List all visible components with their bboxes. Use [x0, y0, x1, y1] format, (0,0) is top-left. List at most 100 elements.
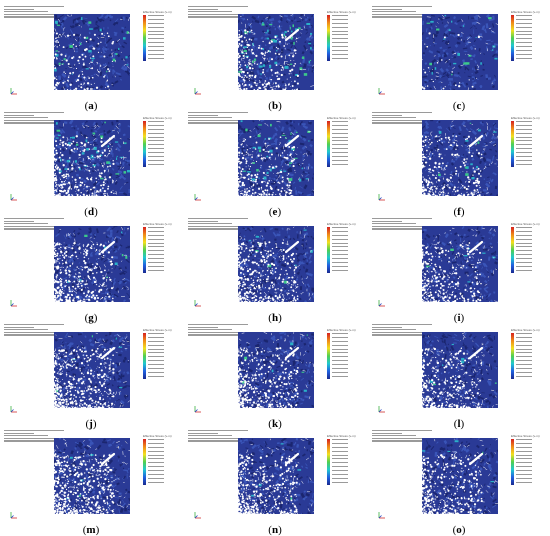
colorbar-tick-labels — [148, 121, 164, 168]
figure-panel-b: Effective Stress (v-m) (b) — [186, 6, 364, 112]
legend-title: Effective Stress (v-m) — [143, 434, 172, 438]
panel-caption: (n) — [268, 524, 282, 536]
panel-caption-letter: f — [457, 206, 461, 218]
panel-header-text — [188, 6, 258, 19]
colorbar — [327, 333, 330, 379]
colorbar — [511, 333, 514, 379]
axis-triad-icon — [194, 188, 202, 201]
panel-header-text — [372, 324, 442, 337]
panel-header-text — [372, 112, 442, 125]
axis-triad-icon — [194, 506, 202, 519]
legend-title: Effective Stress (v-m) — [327, 10, 356, 14]
panel-header-text — [188, 218, 258, 231]
panel-header-text — [4, 218, 74, 231]
panel-caption: (h) — [268, 312, 282, 324]
panel-caption: (l) — [453, 418, 465, 430]
panel-caption: (e) — [268, 206, 282, 218]
panel-caption: (c) — [452, 100, 466, 112]
panel-caption-letter: d — [87, 206, 95, 218]
axis-triad-icon — [378, 400, 386, 413]
panel-header-text — [4, 324, 74, 337]
panel-caption-letter: n — [271, 524, 279, 536]
colorbar — [143, 227, 146, 273]
panel-caption: (k) — [268, 418, 282, 430]
axis-triad-icon — [378, 82, 386, 95]
panel-caption: (m) — [82, 524, 100, 536]
axis-triad-icon — [194, 82, 202, 95]
figure-panel-o: Effective Stress (v-m) (o) — [370, 430, 548, 536]
color-legend: Effective Stress (v-m) — [327, 328, 363, 380]
colorbar-tick-labels — [332, 227, 348, 274]
panel-caption-letter: i — [457, 312, 461, 324]
panel-caption-letter: h — [271, 312, 279, 324]
stress-field-plot — [54, 226, 130, 302]
legend-title: Effective Stress (v-m) — [511, 434, 540, 438]
stress-field-plot — [422, 14, 498, 90]
color-legend: Effective Stress (v-m) — [143, 328, 179, 380]
panel-caption: (j) — [85, 418, 97, 430]
colorbar — [143, 333, 146, 379]
panel-header-text — [372, 6, 442, 19]
panel-caption-letter: k — [271, 418, 279, 430]
stress-field-plot — [54, 120, 130, 196]
colorbar-tick-labels — [332, 15, 348, 62]
axis-triad-icon — [378, 506, 386, 519]
axis-triad-icon — [10, 188, 18, 201]
legend-title: Effective Stress (v-m) — [143, 116, 172, 120]
panel-caption: (a) — [84, 100, 98, 112]
legend-title: Effective Stress (v-m) — [327, 328, 356, 332]
legend-title: Effective Stress (v-m) — [143, 222, 172, 226]
panel-caption: (d) — [84, 206, 98, 218]
color-legend: Effective Stress (v-m) — [143, 222, 179, 274]
panel-caption: (b) — [268, 100, 282, 112]
colorbar — [511, 15, 514, 61]
axis-triad-icon — [10, 506, 18, 519]
figure-panel-l: Effective Stress (v-m) (l) — [370, 324, 548, 430]
figure-panel-d: Effective Stress (v-m) (d) — [2, 112, 180, 218]
panel-caption: (g) — [84, 312, 98, 324]
panel-caption-letter: e — [272, 206, 278, 218]
figure-panel-a: Effective Stress (v-m) (a) — [2, 6, 180, 112]
colorbar — [511, 439, 514, 485]
panel-header-text — [188, 112, 258, 125]
stress-field-plot — [238, 226, 314, 302]
color-legend: Effective Stress (v-m) — [327, 10, 363, 62]
colorbar-tick-labels — [516, 121, 532, 168]
colorbar — [511, 227, 514, 273]
panel-header-text — [372, 218, 442, 231]
panel-header-text — [4, 430, 74, 443]
figure-panel-c: Effective Stress (v-m) (c) — [370, 6, 548, 112]
axis-triad-icon — [10, 400, 18, 413]
color-legend: Effective Stress (v-m) — [511, 328, 547, 380]
colorbar-tick-labels — [516, 15, 532, 62]
color-legend: Effective Stress (v-m) — [143, 10, 179, 62]
color-legend: Effective Stress (v-m) — [327, 116, 363, 168]
legend-title: Effective Stress (v-m) — [511, 10, 540, 14]
legend-title: Effective Stress (v-m) — [143, 10, 172, 14]
colorbar-tick-labels — [516, 439, 532, 486]
colorbar — [143, 121, 146, 167]
panel-caption-letter: o — [456, 524, 462, 536]
stress-field-plot — [238, 14, 314, 90]
stress-field-plot — [54, 438, 130, 514]
axis-triad-icon — [378, 294, 386, 307]
color-legend: Effective Stress (v-m) — [327, 434, 363, 486]
stress-field-plot — [422, 226, 498, 302]
axis-triad-icon — [194, 294, 202, 307]
color-legend: Effective Stress (v-m) — [511, 434, 547, 486]
figure-panel-h: Effective Stress (v-m) (h) — [186, 218, 364, 324]
colorbar — [327, 15, 330, 61]
panel-caption-letter: l — [457, 418, 461, 430]
axis-triad-icon — [10, 82, 18, 95]
colorbar-tick-labels — [148, 15, 164, 62]
colorbar-tick-labels — [516, 227, 532, 274]
stress-field-plot — [238, 120, 314, 196]
stress-field-plot — [422, 332, 498, 408]
panel-caption: (i) — [453, 312, 465, 324]
panel-caption-letter: a — [88, 100, 94, 112]
figure-panel-k: Effective Stress (v-m) (k) — [186, 324, 364, 430]
colorbar — [327, 227, 330, 273]
colorbar — [327, 439, 330, 485]
colorbar-tick-labels — [332, 121, 348, 168]
